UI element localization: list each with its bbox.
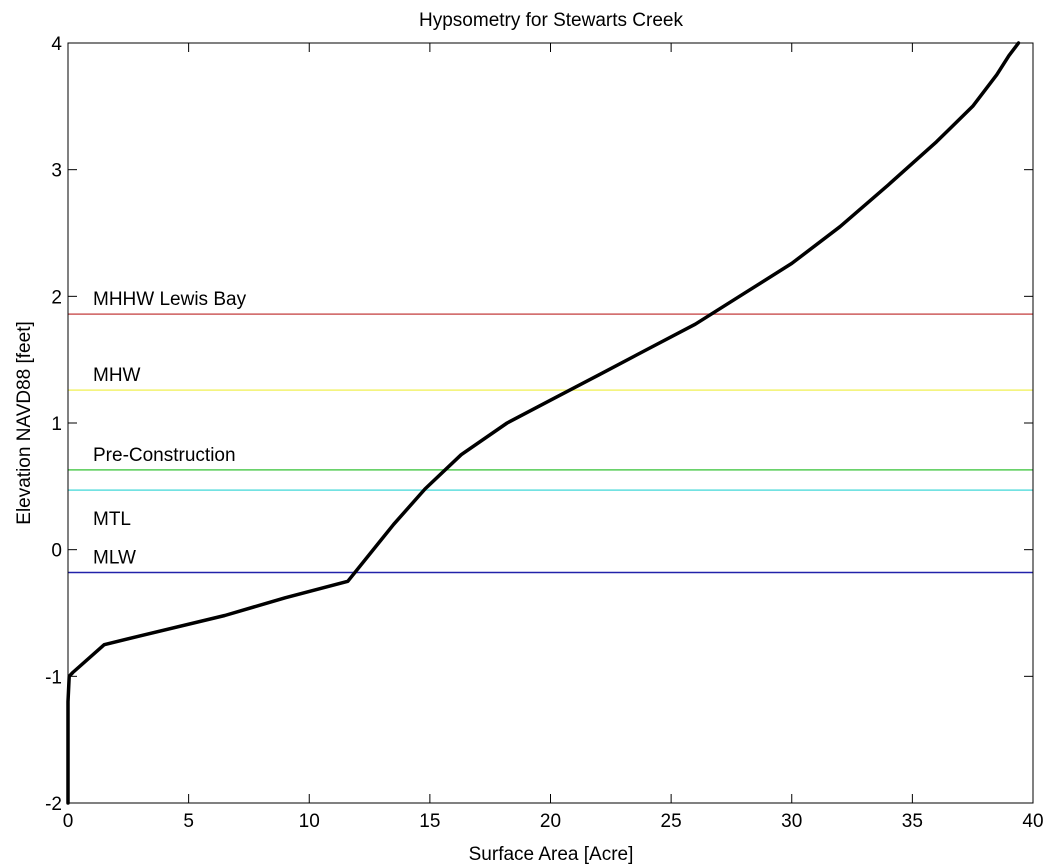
y-tick-label-0: -2 [45,794,62,815]
y-tick-label-4: 2 [51,287,62,308]
plot-frame [67,42,1034,804]
x-tick-label-8: 40 [1022,811,1043,832]
curve-layer [66,41,1021,805]
y-tick-label-1: -1 [45,667,62,688]
x-tick-label-5: 25 [661,811,682,832]
y-axis-title: Elevation NAVD88 [feet] [14,321,35,524]
x-tick-label-1: 5 [183,811,194,832]
x-tick-label-0: 0 [63,811,74,832]
x-axis-title: Surface Area [Acre] [469,844,634,865]
reference-label-1: MHW [93,365,141,386]
x-tick-label-4: 20 [540,811,561,832]
x-tick-label-7: 35 [902,811,923,832]
reference-label-4: MLW [93,547,136,568]
y-tick-label-2: 0 [51,541,62,562]
chart-title: Hypsometry for Stewarts Creek [419,10,683,31]
reference-label-2: Pre-Construction [93,445,236,466]
reference-label-3: MTL [93,509,131,530]
x-tick-label-3: 15 [419,811,440,832]
y-tick-label-3: 1 [51,414,62,435]
x-tick-label-6: 30 [781,811,802,832]
reference-lines: MHHW Lewis Bay MHW Pre-Construction MTL MLW [68,289,1033,574]
hypsometry-curve [66,41,1021,805]
y-tick-label-6: 4 [51,34,62,55]
x-tick-label-2: 10 [299,811,320,832]
y-tick-label-5: 3 [51,161,62,182]
axes: 0 5 10 15 20 25 30 35 40 -2 -1 0 1 2 3 4 [45,34,1043,832]
reference-label-0: MHHW Lewis Bay [93,289,247,310]
